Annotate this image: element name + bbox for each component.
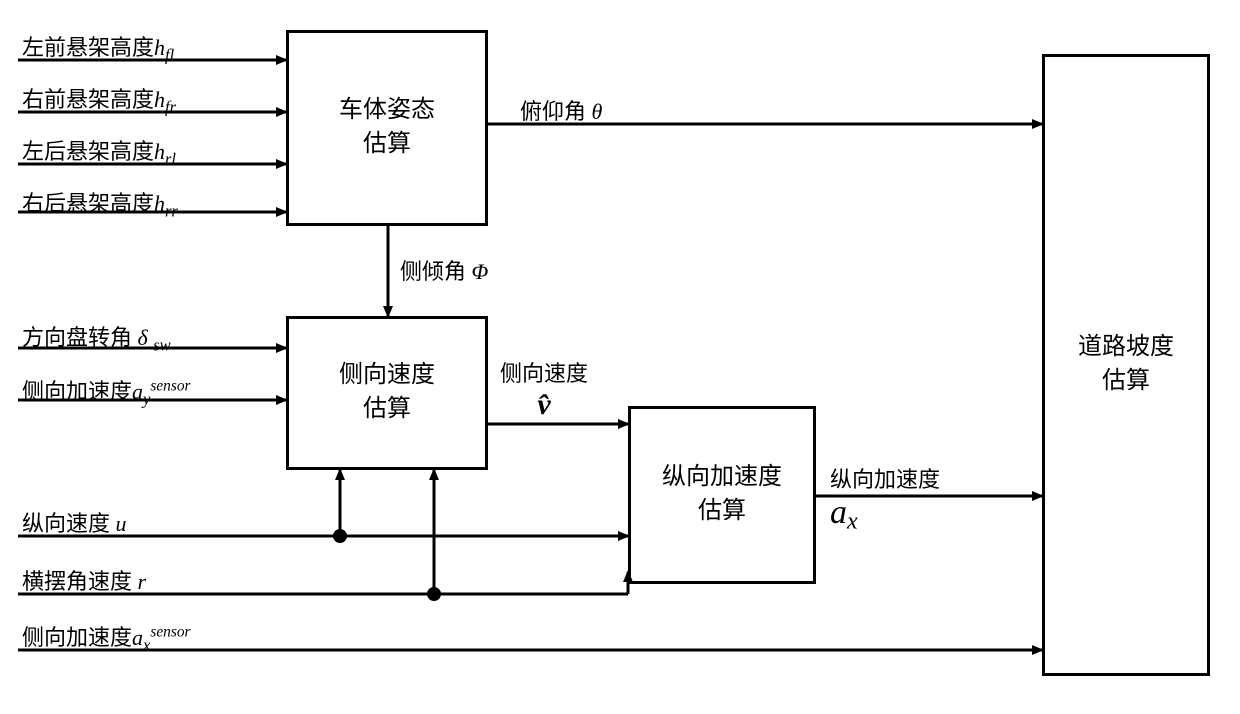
label-vhat: 侧向速度 v̂	[500, 356, 588, 422]
label-u: 纵向速度 u	[22, 506, 127, 538]
label-ax-sensor: 侧向加速度axsensor	[22, 620, 191, 655]
block-long-accel-line2: 估算	[698, 495, 746, 529]
label-hfr: 右前悬架高度hfr	[22, 82, 176, 117]
block-road-grade-line1: 道路坡度	[1078, 331, 1174, 365]
block-body-attitude: 车体姿态 估算	[286, 30, 488, 226]
label-phi: 侧倾角 Φ	[400, 254, 488, 286]
label-hrr: 右后悬架高度hrr	[22, 186, 178, 221]
label-theta: 俯仰角 θ	[520, 94, 602, 126]
block-lateral-velocity: 侧向速度 估算	[286, 316, 488, 470]
block-lateral-velocity-line2: 估算	[363, 393, 411, 427]
label-ay-sensor: 侧向加速度aysensor	[22, 374, 191, 409]
block-road-grade-line2: 估算	[1102, 365, 1150, 399]
label-hfl: 左前悬架高度hfl	[22, 30, 174, 65]
block-lateral-velocity-line1: 侧向速度	[339, 359, 435, 393]
block-body-attitude-line1: 车体姿态	[339, 94, 435, 128]
label-delta-sw: 方向盘转角 δ sw	[22, 320, 171, 355]
label-r: 横摆角速度 r	[22, 564, 146, 596]
block-road-grade: 道路坡度 估算	[1042, 54, 1210, 676]
label-ax: 纵向加速度 ax	[830, 462, 940, 535]
label-hrl: 左后悬架高度hrl	[22, 134, 176, 169]
block-long-accel: 纵向加速度 估算	[628, 406, 816, 584]
block-long-accel-line1: 纵向加速度	[662, 461, 782, 495]
block-body-attitude-line2: 估算	[363, 128, 411, 162]
